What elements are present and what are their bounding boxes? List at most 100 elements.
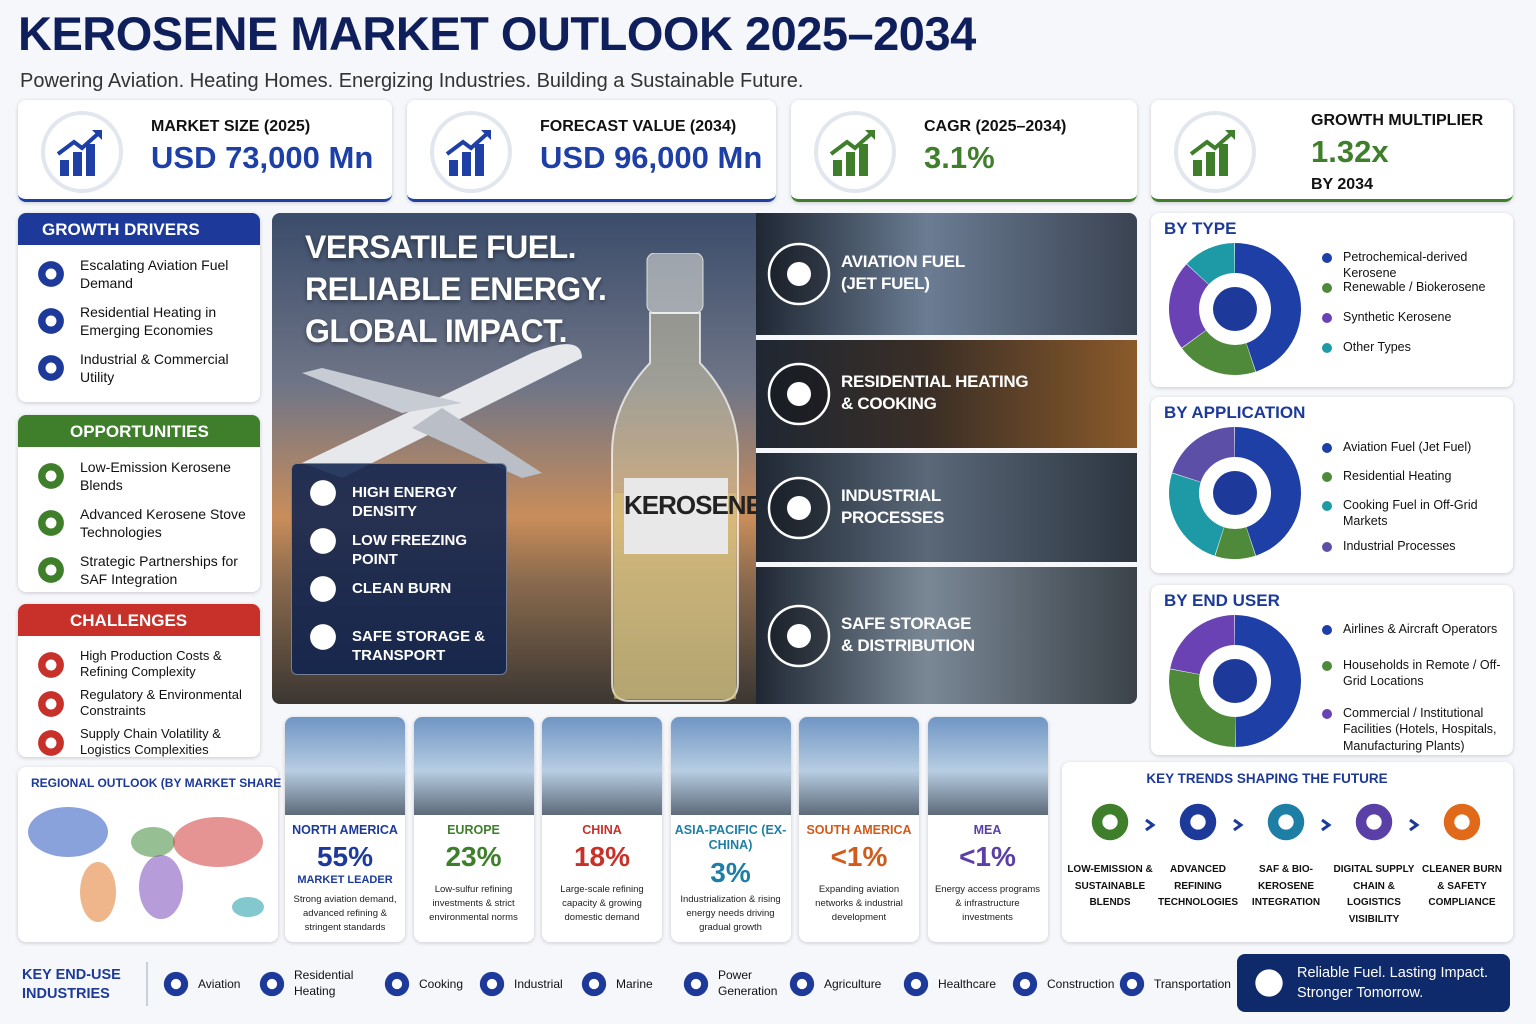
- application-label: INDUSTRIAL: [841, 485, 941, 505]
- segment-card: BY APPLICATION Aviation Fuel (Jet Fuel) Re…: [1151, 397, 1513, 573]
- region-photo: [927, 717, 1048, 815]
- icon: [38, 308, 64, 334]
- end-use-item: Agriculture: [824, 977, 882, 991]
- icon-glyph-inner: [45, 517, 57, 529]
- segment-title: BY END USER: [1164, 591, 1280, 610]
- icon-bar: [859, 144, 868, 176]
- map-region: [173, 817, 263, 867]
- legend-label: Airlines & Aircraft Operators: [1343, 622, 1498, 636]
- segment-title: BY TYPE: [1164, 219, 1237, 238]
- map-region: [28, 807, 108, 857]
- map-region: [80, 862, 116, 922]
- panel-title: GROWTH DRIVERS: [42, 220, 200, 239]
- kpi-value: 3.1%: [924, 140, 995, 175]
- icon-glyph-inner: [391, 978, 403, 990]
- legend-label: Renewable / Biokerosene: [1343, 280, 1486, 294]
- region-share: 3%: [710, 857, 751, 888]
- trends-title: KEY TRENDS SHAPING THE FUTURE: [1146, 771, 1388, 786]
- trend-arrow: [1145, 818, 1156, 832]
- icon-glyph-inner: [266, 978, 278, 990]
- region-desc: Expanding aviation networks & industrial…: [815, 884, 903, 923]
- kpi-label: MARKET SIZE (2025): [151, 118, 311, 135]
- icon: [1179, 803, 1217, 841]
- region-desc: Industrialization & rising energy needs …: [680, 894, 781, 933]
- icon-bar: [462, 152, 471, 176]
- icon: [384, 971, 410, 997]
- region-desc: Large-scale refining capacity & growing …: [560, 884, 644, 923]
- icon-bar: [86, 144, 95, 176]
- icon-glyph-inner: [1263, 977, 1275, 989]
- region-name: CHINA: [582, 823, 622, 837]
- segment-card: BY TYPE Petrochemical-derived Kerosene Ren…: [1151, 213, 1513, 387]
- icon: [259, 971, 285, 997]
- application-icon: [767, 362, 831, 426]
- feature-label: CLEAN BURN: [352, 580, 452, 597]
- icon-arrowhead: [92, 130, 102, 140]
- icon-glyph-inner: [910, 978, 922, 990]
- donut-slice: [1215, 527, 1256, 559]
- feature-label: LOW FREEZING POINT: [352, 532, 467, 568]
- region-card: NORTH AMERICA 55% MARKET LEADER Strong avia…: [285, 717, 405, 942]
- icon: [38, 463, 64, 489]
- application-panel: INDUSTRIAL PROCESSES: [756, 453, 1137, 562]
- icon-glyph: [787, 262, 811, 286]
- icon: [581, 971, 607, 997]
- icon: [310, 624, 336, 650]
- icon-glyph-inner: [1366, 814, 1382, 830]
- donut-slice: [1169, 473, 1224, 556]
- trend-label: ADVANCED REFINING TECHNOLOGIES: [1157, 864, 1238, 908]
- panel-item: Escalating Aviation Fuel Demand: [80, 257, 229, 291]
- kpi-icon: [1174, 111, 1256, 193]
- legend-label: Commercial / Institutional Facilities (H…: [1343, 706, 1497, 753]
- icon-arrow: [1189, 130, 1235, 156]
- region-share: 23%: [445, 841, 502, 872]
- region-desc: Strong aviation demand, advanced refinin…: [293, 894, 397, 933]
- icon: [310, 480, 336, 506]
- trend-arrow: [1321, 818, 1332, 832]
- kpi-label: CAGR (2025–2034): [924, 118, 1067, 135]
- icon-bar: [833, 160, 842, 176]
- donut-slice: [1186, 243, 1235, 285]
- trends-card: KEY TRENDS SHAPING THE FUTURE LOW-EMISSIO…: [1062, 762, 1513, 942]
- trend-chevron: [1409, 818, 1420, 832]
- feature-label: HIGH ENERGY DENSITY: [352, 484, 457, 520]
- icon: [479, 971, 505, 997]
- region-note: MARKET LEADER: [297, 874, 393, 886]
- icon: [310, 528, 336, 554]
- kpi-card: CAGR (2025–2034) 3.1%: [791, 100, 1137, 202]
- hero-headline: RELIABLE ENERGY.: [305, 271, 607, 307]
- legend-swatch: [1322, 253, 1332, 263]
- kpi-label: GROWTH MULTIPLIER: [1311, 112, 1484, 129]
- icon-bar: [475, 144, 484, 176]
- panel-item: Industrial & Commercial Utility: [80, 351, 229, 385]
- icon: [310, 576, 336, 602]
- icon: [1355, 803, 1393, 841]
- hero-headline: GLOBAL IMPACT.: [305, 313, 568, 349]
- icon: [1255, 969, 1283, 997]
- legend-swatch: [1322, 443, 1332, 453]
- application-label: AVIATION FUEL: [841, 252, 965, 271]
- icon: [1267, 803, 1305, 841]
- panel: CHALLENGES High Production Costs & Refini…: [18, 604, 260, 757]
- donut-center: [1213, 287, 1257, 331]
- kpi-label: FORECAST VALUE (2034): [540, 118, 737, 135]
- icon-glyph-inner: [45, 564, 57, 576]
- region-desc: Low-sulfur refining investments & strict…: [429, 884, 518, 923]
- application-label: & DISTRIBUTION: [841, 635, 975, 655]
- end-use-item: Residential Heating: [294, 968, 354, 998]
- icon-glyph-inner: [1454, 814, 1470, 830]
- icon-arrowhead: [481, 130, 491, 140]
- icon: [38, 730, 64, 756]
- kpi-icon: [430, 111, 512, 193]
- panel-item: Strategic Partnerships for SAF Integrati…: [80, 553, 238, 587]
- panel-item: Supply Chain Volatility & Logistics Comp…: [80, 726, 221, 758]
- legend-label: Industrial Processes: [1343, 539, 1456, 553]
- donut-slice: [1172, 427, 1235, 482]
- world-map: [28, 807, 264, 922]
- icon-bar: [73, 152, 82, 176]
- feature-box: HIGH ENERGY DENSITY LOW FREEZING POINT CLE…: [291, 463, 507, 675]
- legend-swatch: [1322, 625, 1332, 635]
- end-use-item: Cooking: [419, 977, 464, 991]
- plane-wing: [412, 408, 542, 478]
- region-card: SOUTH AMERICA <1% Expanding aviation netwo…: [799, 717, 919, 942]
